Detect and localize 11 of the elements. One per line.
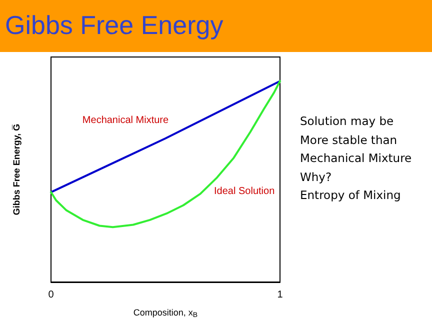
x-tick-label: 1	[277, 290, 284, 300]
text: Mechanical Mixture	[300, 150, 412, 167]
y-axis-title: Gibbs Free Energy, G̅	[12, 124, 22, 216]
series-label: Ideal Solution	[214, 186, 275, 198]
series-label: Mechanical Mixture	[82, 114, 170, 126]
text: Solution may be	[300, 113, 395, 130]
text: More stable than	[300, 132, 398, 148]
x-tick-label: 0	[48, 290, 54, 300]
chart-title: Gibbs Free Energy	[5, 10, 224, 41]
text: Why?	[300, 168, 333, 186]
text: Entropy of Mixing	[300, 187, 402, 204]
